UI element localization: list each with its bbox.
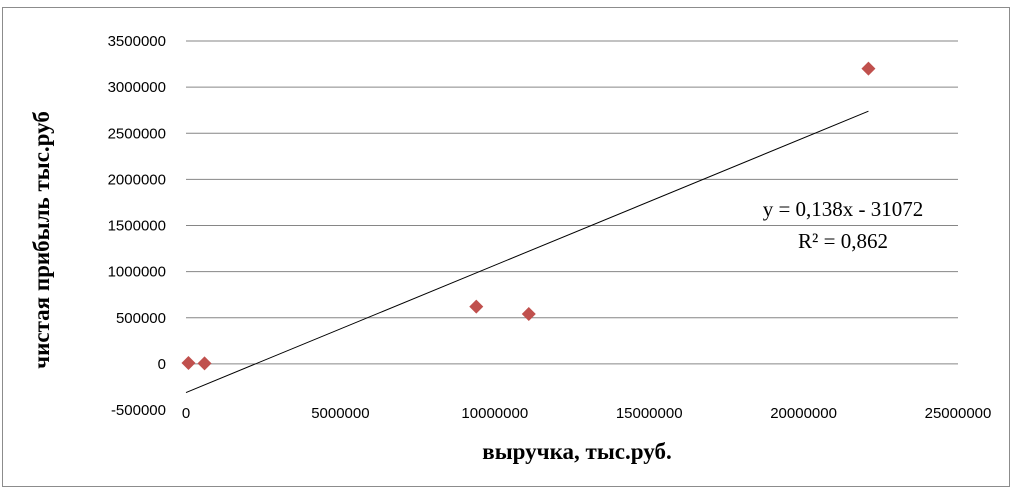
data-point — [197, 356, 212, 371]
gridlines — [186, 40, 958, 365]
x-tick-label: 20000000 — [770, 405, 837, 422]
x-tick-labels: 0 5000000 10000000 15000000 20000000 25000000 — [182, 405, 992, 422]
x-axis-title: выручка, тыс.руб. — [482, 439, 671, 464]
y-tick-label: 3500000 — [108, 33, 166, 50]
x-tick-label: 15000000 — [616, 405, 683, 422]
data-point — [861, 61, 876, 76]
y-tick-label: 0 — [158, 356, 166, 373]
data-point — [521, 307, 536, 322]
y-tick-label: -500000 — [111, 402, 166, 419]
y-tick-label: 500000 — [116, 310, 166, 327]
y-tick-label: 1500000 — [108, 218, 166, 235]
y-tick-label: 2500000 — [108, 125, 166, 142]
x-tick-label: 25000000 — [925, 405, 992, 422]
x-tick-label: 5000000 — [311, 405, 369, 422]
y-axis-title: чистая прибыль тыс.руб — [29, 111, 54, 369]
x-tick-label: 10000000 — [461, 405, 528, 422]
data-points — [181, 61, 876, 371]
y-tick-labels: -500000 0 500000 1000000 1500000 2000000 25000… — [108, 33, 166, 419]
trendline-layer — [185, 110, 869, 394]
trendline-r-squared: R² = 0,862 — [798, 229, 888, 253]
trendline-equation: y = 0,138x - 31072 — [763, 197, 924, 221]
y-tick-label: 2000000 — [108, 171, 166, 188]
trendline — [185, 110, 869, 394]
data-point — [181, 355, 196, 370]
y-tick-label: 3000000 — [108, 79, 166, 96]
chart-frame: -500000 0 500000 1000000 1500000 2000000 25000… — [2, 7, 1010, 487]
y-tick-label: 1000000 — [108, 264, 166, 281]
data-point — [469, 299, 484, 314]
chart-svg: -500000 0 500000 1000000 1500000 2000000 25000… — [29, 33, 992, 464]
x-tick-label: 0 — [182, 405, 190, 422]
